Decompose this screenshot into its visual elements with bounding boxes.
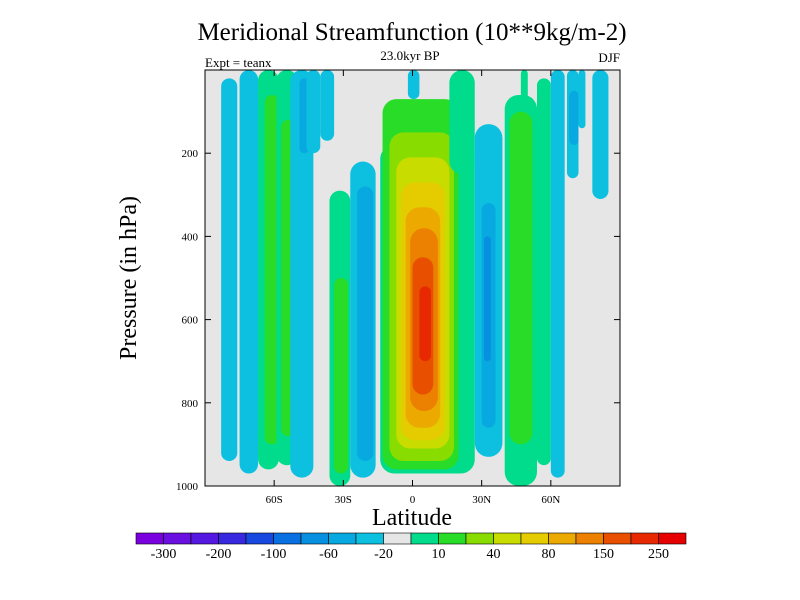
field-patch-27 <box>483 236 491 362</box>
colorbar-label: -60 <box>319 547 338 562</box>
colorbar-label: -300 <box>151 547 177 562</box>
colorbar-swatch <box>328 532 357 545</box>
field-patch-6 <box>290 70 314 478</box>
colorbar-swatch <box>438 532 467 545</box>
field-patch-11 <box>334 278 348 474</box>
field-patch-35 <box>578 70 586 129</box>
colorbar: -300 -200 -100 -60 -20 10 40 80 150 250 <box>135 532 687 562</box>
experiment-label: Expt = teanx <box>205 55 272 70</box>
field-patch-29 <box>509 111 533 445</box>
colorbar-label: 40 <box>487 547 501 562</box>
y-tick-label: 600 <box>182 315 199 327</box>
field-patch-23 <box>407 70 420 100</box>
field-patch-3 <box>264 94 279 445</box>
colorbar-label: -100 <box>261 547 287 562</box>
field-patch-30 <box>520 70 528 100</box>
colorbar-swatch <box>245 532 274 545</box>
chart-title: Meridional Streamfunction (10**9kg/m-2) <box>197 19 626 46</box>
field-patch-32 <box>550 70 565 478</box>
field-patch-8 <box>306 70 321 154</box>
colorbar-label: 10 <box>432 547 446 562</box>
colorbar-label: 80 <box>542 547 556 562</box>
field-patch-31 <box>537 78 551 466</box>
colorbar-swatch <box>630 532 659 545</box>
colorbar-swatch <box>410 532 439 545</box>
colorbar-label: 250 <box>648 547 669 562</box>
field-patch-24 <box>449 70 475 174</box>
x-tick-label: 0 <box>410 494 416 506</box>
x-tick-label: 30N <box>472 494 491 506</box>
colorbar-swatch <box>548 532 577 545</box>
y-tick-label: 400 <box>182 231 199 243</box>
colorbar-swatch <box>190 532 219 545</box>
colorbar-swatch <box>135 532 164 545</box>
x-axis-ticks: 60S 30S 0 30N 60N <box>266 70 560 506</box>
x-tick-label: 60S <box>266 494 283 506</box>
field-patch-1 <box>239 70 259 474</box>
y-tick-label: 1000 <box>176 481 199 493</box>
field-patch-34 <box>569 90 579 145</box>
colorbar-swatch <box>218 532 247 545</box>
y-axis-label: Pressure (in hPa) <box>116 196 142 360</box>
field-patch-0 <box>221 78 238 462</box>
colorbar-swatch <box>658 532 687 545</box>
season-label: DJF <box>598 50 620 65</box>
contour-field <box>221 70 609 486</box>
colorbar-swatch <box>300 532 329 545</box>
colorbar-label: 150 <box>593 547 614 562</box>
y-tick-label: 800 <box>182 398 199 410</box>
colorbar-label: -200 <box>206 547 232 562</box>
chart-subtitle: 23.0kyr BP <box>380 48 439 63</box>
x-tick-label: 60N <box>541 494 560 506</box>
field-patch-22 <box>419 286 431 362</box>
y-axis-ticks: 200 400 600 800 1000 <box>176 148 620 493</box>
colorbar-swatch <box>493 532 522 545</box>
colorbar-swatch <box>520 532 549 545</box>
colorbar-swatch <box>575 532 604 545</box>
field-patch-9 <box>320 70 335 141</box>
field-patch-13 <box>357 186 374 462</box>
field-patch-36 <box>592 70 609 199</box>
y-tick-label: 200 <box>182 148 199 160</box>
colorbar-swatch <box>273 532 302 545</box>
colorbar-swatch <box>383 532 412 545</box>
colorbar-swatch <box>163 532 192 545</box>
x-tick-label: 30S <box>335 494 352 506</box>
colorbar-swatch <box>355 532 384 545</box>
colorbar-swatch <box>465 532 494 545</box>
colorbar-label: -20 <box>374 547 393 562</box>
colorbar-swatch <box>603 532 632 545</box>
x-axis-label: Latitude <box>372 505 452 531</box>
